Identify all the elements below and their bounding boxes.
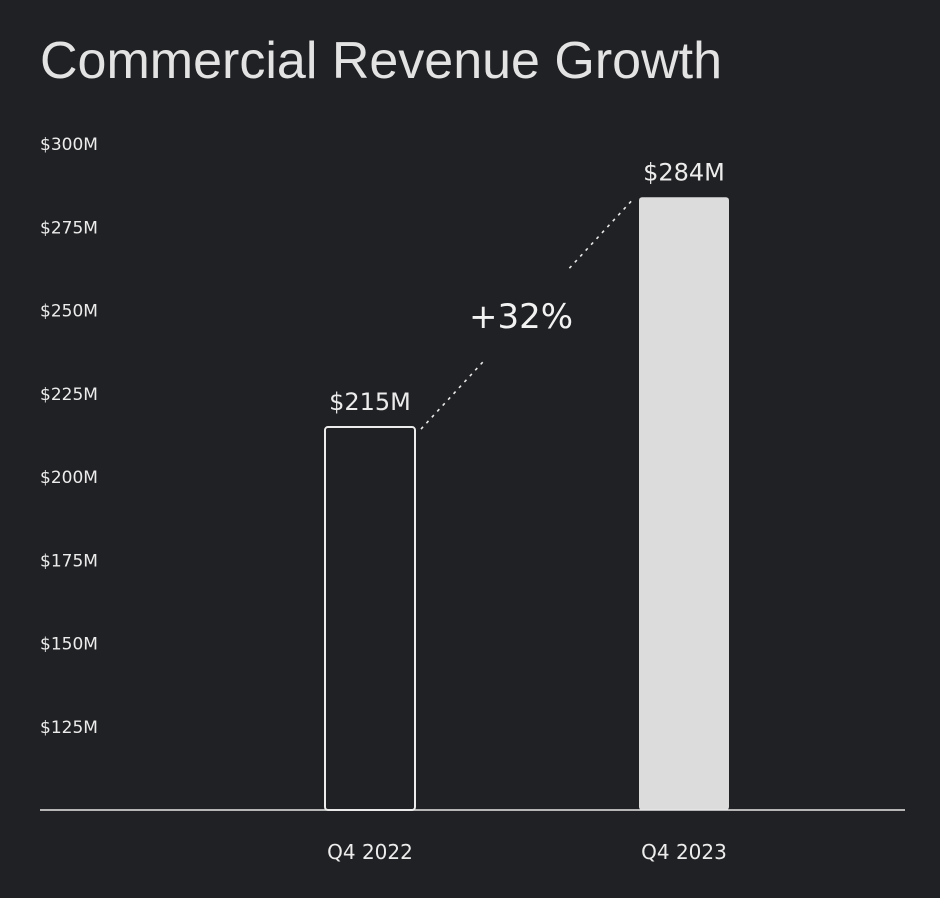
chart-title: Commercial Revenue Growth (40, 32, 722, 90)
bar-value-label: $215M (329, 388, 411, 416)
x-tick-label: Q4 2022 (327, 840, 413, 864)
y-tick-label: $275M (40, 218, 98, 238)
x-axis-ticks: Q4 2022 Q4 2023 (327, 840, 727, 864)
connector-line-upper (568, 198, 634, 269)
y-tick-label: $250M (40, 302, 98, 322)
bar-value-label: $284M (643, 158, 725, 186)
growth-annotation: +32% (469, 297, 573, 337)
bars: $215M $284M (324, 158, 729, 811)
x-tick-label: Q4 2023 (641, 840, 727, 864)
y-tick-label: $175M (40, 551, 98, 571)
bar-q4-2022 (324, 426, 416, 811)
y-tick-label: $200M (40, 468, 98, 488)
connector-line-lower (420, 359, 486, 430)
y-tick-label: $300M (40, 135, 98, 155)
y-axis-ticks: $125M $150M $175M $200M $225M $250M $275M $300M (40, 135, 98, 738)
y-tick-label: $225M (40, 385, 98, 405)
y-tick-label: $150M (40, 635, 98, 655)
y-tick-label: $125M (40, 718, 98, 738)
growth-connector: +32% (420, 198, 634, 430)
bar-q4-2023 (639, 197, 729, 810)
